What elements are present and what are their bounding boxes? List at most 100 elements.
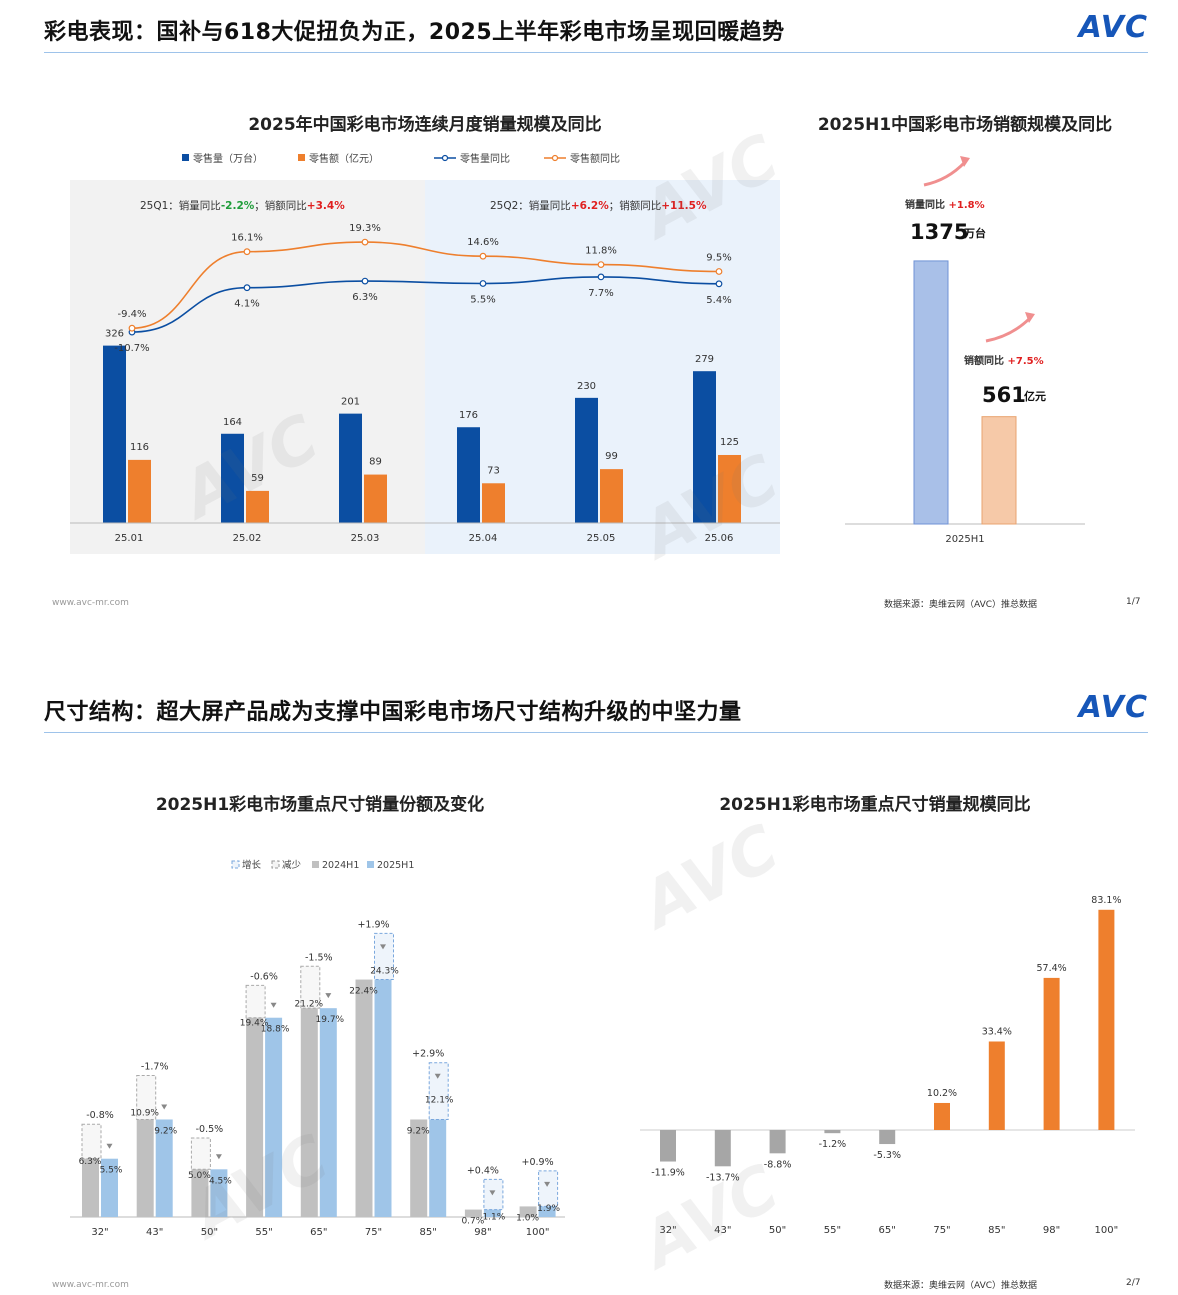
down-arrow-icon: [325, 993, 332, 999]
quarter-annotation: 25Q1：销量同比-2.2%；销额同比+3.4%: [140, 199, 345, 212]
amount-bar: [482, 483, 505, 523]
share-change-label: -0.5%: [196, 1124, 224, 1135]
share-change-label: +0.4%: [467, 1165, 499, 1176]
x-tick-label: 55": [255, 1227, 272, 1238]
volume-bar: [457, 427, 480, 523]
yoy-bar: [1043, 977, 1060, 1130]
bar-2024h1: [464, 1209, 482, 1217]
amount-yoy-point: [361, 238, 369, 246]
h1-total-chart-title: 2025H1中国彩电市场销额规模及同比: [817, 115, 1113, 135]
x-tick-label: 75": [365, 1227, 382, 1238]
amount-yoy-label: 9.5%: [706, 253, 731, 264]
amount-bar: [718, 454, 741, 523]
sales-volume-value: 1375: [910, 220, 968, 244]
label-2024h1: 1.0%: [516, 1213, 539, 1223]
legend-swatch: [231, 860, 240, 869]
volume-yoy-point: [597, 273, 605, 281]
sales-amount-yoy: 销额同比 +7.5%: [964, 354, 1044, 367]
yoy-bar: [769, 1130, 786, 1154]
bar-2025h1: [155, 1119, 173, 1217]
amount-yoy-line: [131, 241, 720, 329]
footer-url: www.avc-mr.com: [52, 1280, 129, 1290]
volume-bar-label: 326: [105, 329, 124, 340]
amount-yoy-label: 16.1%: [231, 233, 263, 244]
sales-volume-yoy: 销量同比 +1.8%: [905, 198, 985, 211]
volume-yoy-label: 4.1%: [234, 299, 259, 310]
sales-volume-unit: 万台: [963, 226, 986, 240]
volume-bar-label: 279: [695, 354, 714, 365]
legend-swatch: [271, 860, 280, 869]
amount-yoy-label: 11.8%: [585, 246, 617, 257]
amount-yoy-point: [479, 252, 487, 260]
amount-bar: [364, 474, 387, 523]
x-tick-label: 100": [526, 1227, 550, 1238]
volume-yoy-label: 5.5%: [470, 295, 495, 306]
volume-yoy-label: 6.3%: [352, 292, 377, 303]
title-divider: [44, 52, 1148, 53]
volume-yoy-label: 7.7%: [588, 288, 613, 299]
volume-bar: [693, 371, 716, 523]
label-2025h1: 4.5%: [209, 1176, 232, 1186]
label-2025h1: 18.8%: [261, 1025, 290, 1035]
amount-bar: [128, 459, 151, 523]
change-box: [245, 984, 266, 1019]
bar-2024h1: [300, 992, 318, 1217]
label-2025h1: 9.2%: [154, 1126, 177, 1136]
bar-2025h1: [374, 959, 392, 1217]
yoy-bar-label: 10.2%: [927, 1088, 957, 1099]
legend-swatch: [298, 154, 305, 161]
label-2025h1: 19.7%: [316, 1015, 345, 1025]
x-tick-label: 65": [879, 1225, 896, 1236]
amount-yoy-point: [128, 324, 136, 332]
avc-logo: AVC: [1078, 10, 1148, 45]
yoy-bar-label: -8.8%: [764, 1159, 792, 1170]
size-yoy-chart-title: 2025H1彩电市场重点尺寸销量规模同比: [719, 795, 1031, 815]
bar-2024h1: [410, 1119, 428, 1217]
label-2024h1: 9.2%: [407, 1126, 430, 1136]
bar-2024h1: [191, 1164, 209, 1217]
amount-yoy-label: 19.3%: [349, 223, 381, 234]
slide-title: 尺寸结构：超大屏产品成为支撑中国彩电市场尺寸结构升级的中坚力量: [44, 700, 742, 725]
yoy-bar-label: -1.2%: [819, 1139, 847, 1150]
x-tick-label: 50": [201, 1227, 218, 1238]
legend-label: 零售量同比: [460, 152, 510, 165]
x-tick-label: 25.05: [587, 533, 616, 544]
yoy-bar-label: -5.3%: [873, 1150, 901, 1161]
volume-bar: [221, 433, 244, 523]
legend-label: 零售额同比: [570, 152, 620, 165]
amount-bar-label: 99: [605, 451, 618, 462]
down-arrow-icon: [434, 1073, 441, 1079]
label-2024h1: 5.0%: [188, 1171, 211, 1181]
legend-label: 减少: [282, 859, 302, 871]
legend-swatch: [551, 154, 559, 162]
yoy-bar: [714, 1130, 731, 1167]
amount-bar-label: 125: [720, 437, 739, 448]
x-tick-label: 98": [1043, 1225, 1060, 1236]
bar-2024h1: [355, 979, 373, 1217]
x-tick-label: 85": [988, 1225, 1005, 1236]
down-arrow-icon: [380, 944, 386, 950]
amount-yoy-point: [715, 268, 723, 275]
size-share-chart-title: 2025H1彩电市场重点尺寸销量份额及变化: [155, 795, 485, 815]
amount-bar-label: 59: [251, 473, 264, 484]
legend-swatch: [441, 154, 449, 162]
volume-yoy-point: [243, 284, 251, 292]
footer-source: 数据来源：奥维云网（AVC）推总数据: [884, 600, 1038, 610]
yoy-bar: [660, 1130, 676, 1162]
down-arrow-icon: [161, 1104, 168, 1110]
amount-yoy-label: -9.4%: [117, 309, 146, 320]
bar-2024h1: [82, 1150, 99, 1217]
label-2025h1: 5.5%: [100, 1166, 123, 1176]
x-tick-label: 43": [714, 1225, 731, 1236]
footer-source: 数据来源：奥维云网（AVC）推总数据: [884, 1281, 1038, 1291]
volume-yoy-label: 5.4%: [706, 295, 731, 306]
yoy-bar: [824, 1130, 841, 1134]
x-tick-label: 50": [769, 1225, 786, 1236]
bar-2024h1: [136, 1101, 154, 1217]
x-tick-label: 25.03: [351, 533, 380, 544]
bar-2024h1: [246, 1011, 264, 1217]
down-arrow-icon: [270, 1002, 277, 1008]
volume-yoy-point: [479, 280, 487, 287]
bar-2025h1: [210, 1169, 228, 1217]
